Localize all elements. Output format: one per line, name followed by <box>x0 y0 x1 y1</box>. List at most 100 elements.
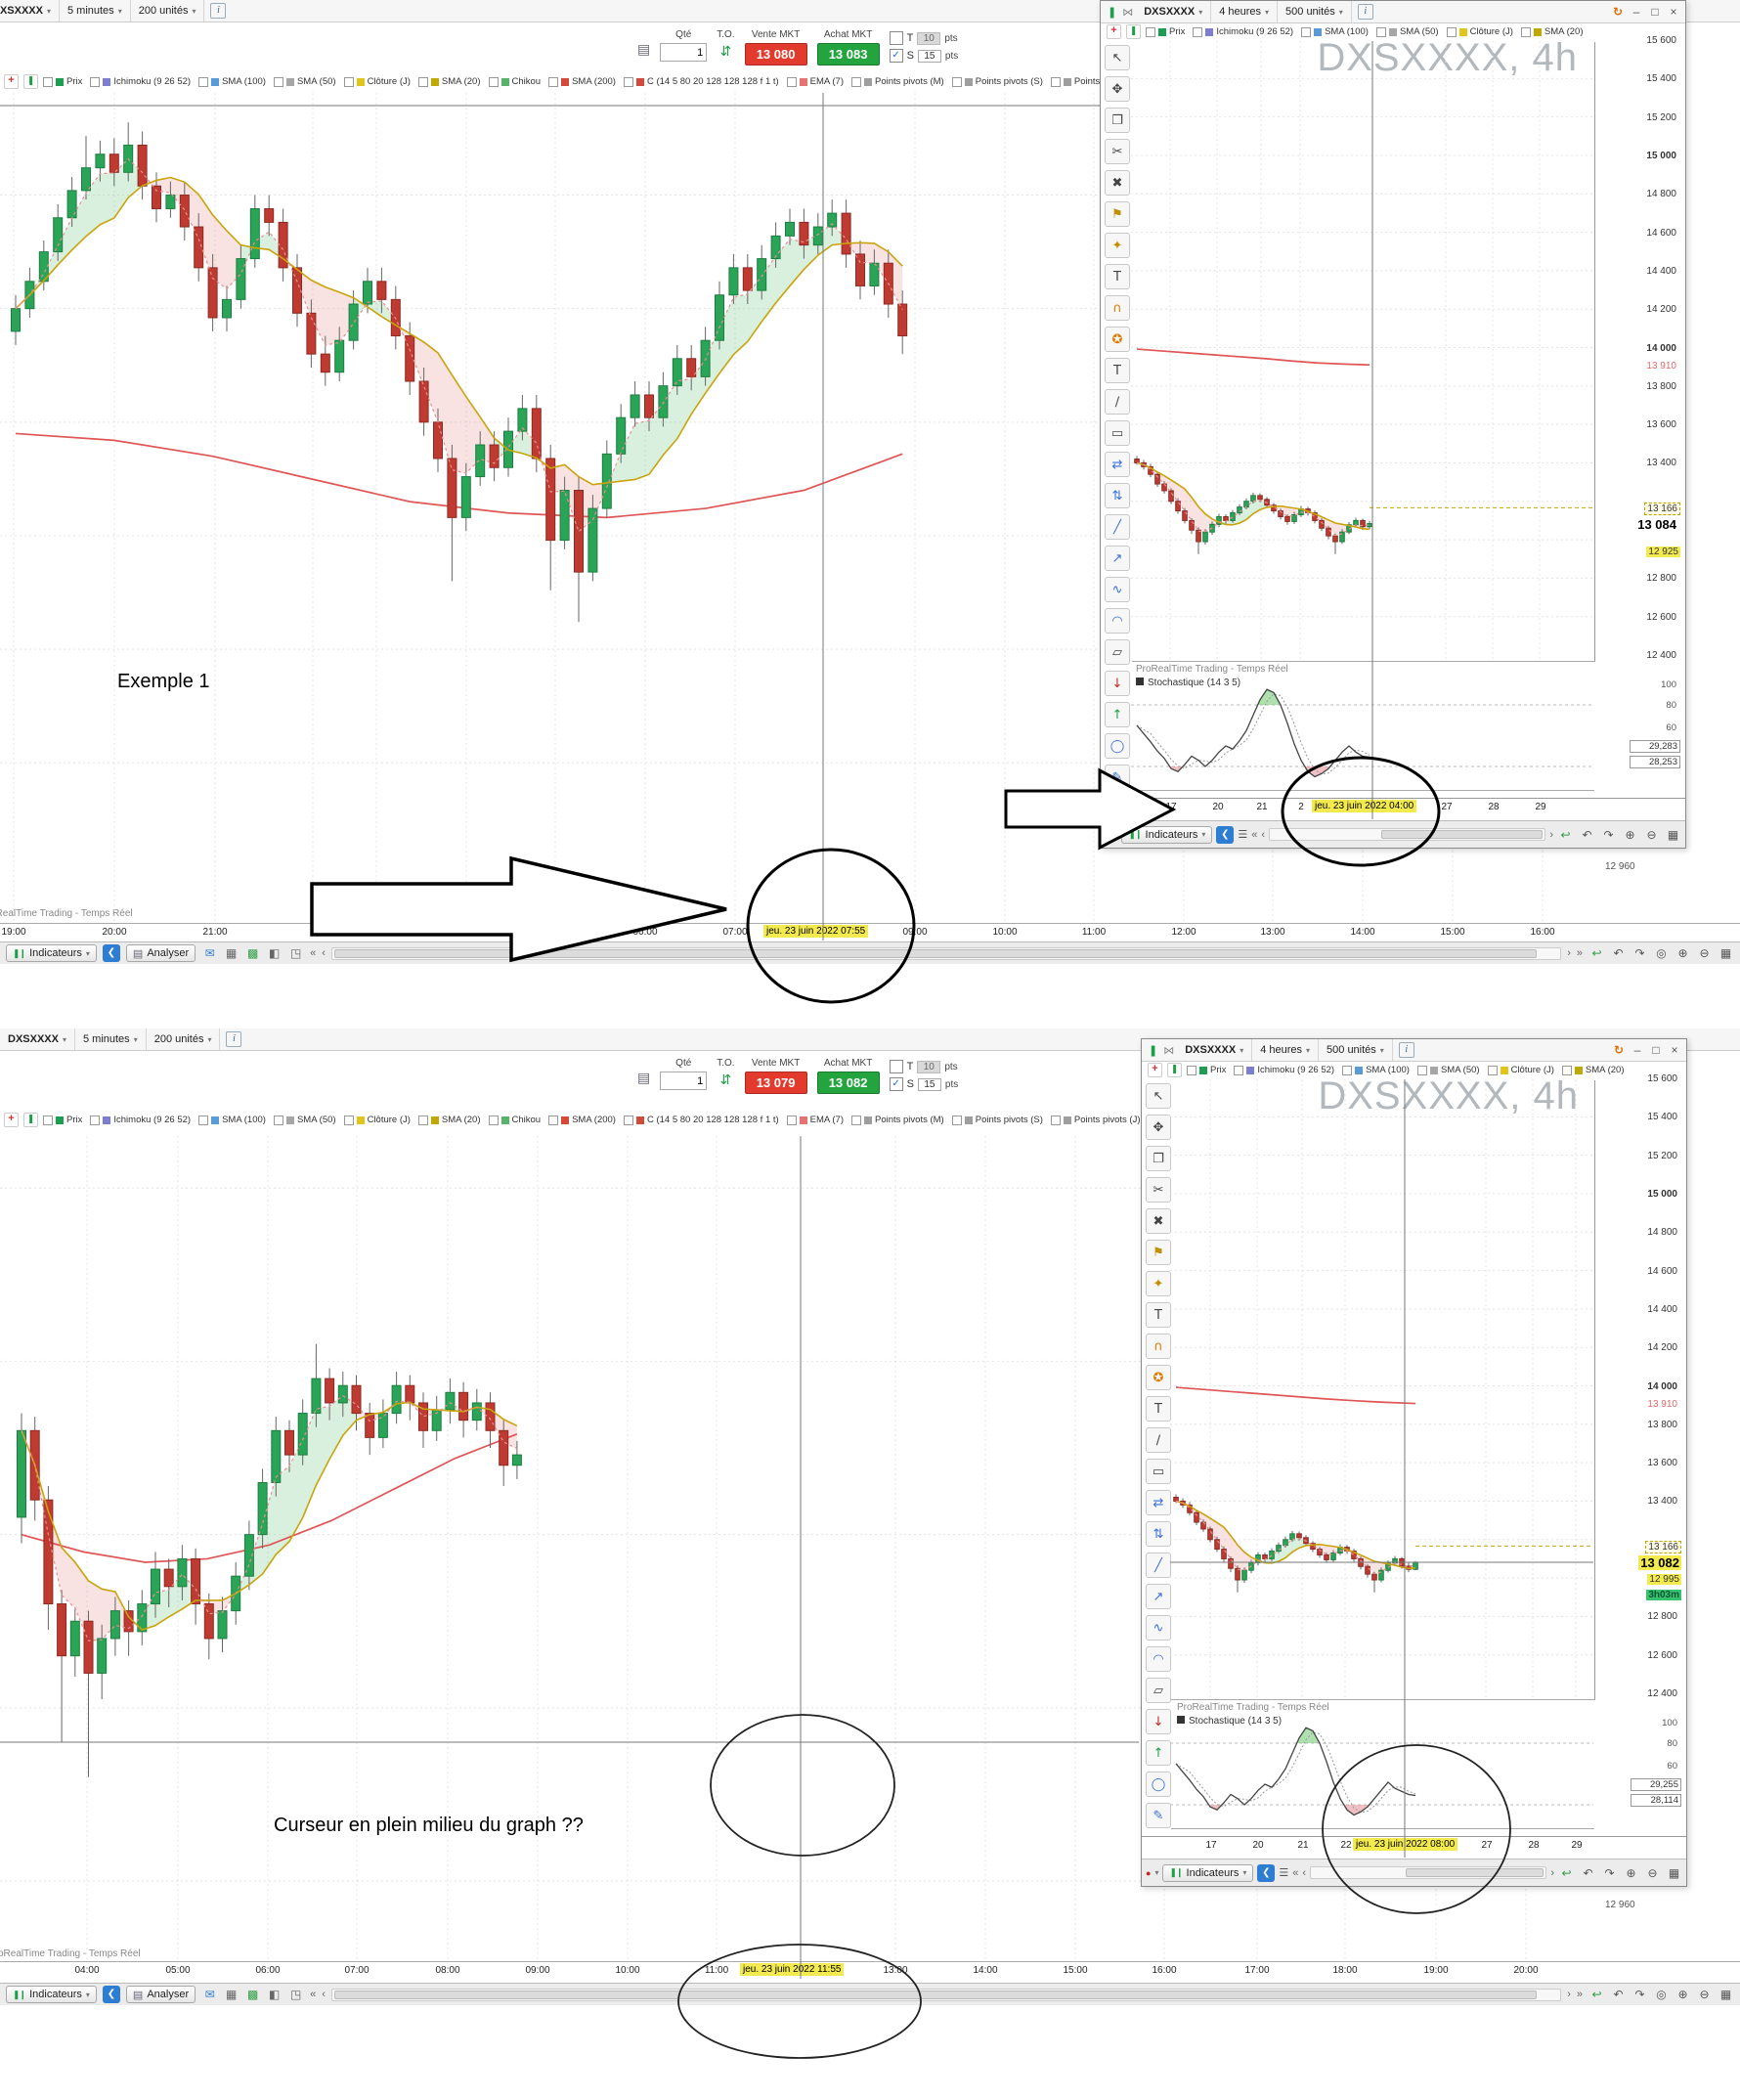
cursor-tool-icon[interactable]: ↖ <box>1105 45 1130 70</box>
text-tool-icon[interactable]: T <box>1146 1396 1171 1422</box>
legend-item[interactable]: EMA (7) <box>786 76 844 87</box>
lasso-tool-icon[interactable]: ◯ <box>1146 1772 1171 1797</box>
scroll-left-icon[interactable]: ‹ <box>322 947 326 959</box>
legend-item[interactable]: Points pivots (M) <box>850 1115 944 1125</box>
mosaic-icon[interactable]: ▦ <box>225 946 238 960</box>
checkbox-icon[interactable] <box>1375 26 1386 37</box>
checkbox-icon[interactable] <box>1050 76 1061 87</box>
legend-item[interactable]: Chikou <box>488 76 541 87</box>
checkbox-icon[interactable] <box>343 76 354 87</box>
legend-item[interactable]: EMA (7) <box>786 1115 844 1125</box>
mosaic-icon[interactable]: ▦ <box>225 1988 238 2001</box>
checkbox-icon[interactable] <box>417 1115 428 1125</box>
add-indicator-icon[interactable]: + <box>4 1113 19 1127</box>
legend-item[interactable]: SMA (20) <box>417 1115 481 1125</box>
magnet-tool-icon[interactable]: ∩ <box>1146 1334 1171 1359</box>
zoom-reset-icon[interactable]: ◎ <box>1656 1988 1667 2001</box>
indicators-button[interactable]: ❚❙ Indicateurs ▾ <box>1162 1863 1254 1882</box>
checkbox-icon[interactable] <box>198 1115 209 1125</box>
sell-arrow-tool-icon[interactable]: ↓ <box>1146 1709 1171 1734</box>
checkbox-icon[interactable] <box>1342 1065 1353 1075</box>
chart-type-icon[interactable]: ❚ <box>1108 5 1117 19</box>
scroll-right-icon[interactable]: › <box>1549 828 1553 841</box>
flash-tool-icon[interactable]: ✦ <box>1105 233 1130 258</box>
legend-item[interactable]: Ichimoku (9 26 52) <box>90 1115 191 1125</box>
h-scrollbar[interactable] <box>1310 1866 1547 1879</box>
checkbox-icon[interactable] <box>786 76 797 87</box>
scroll-far-left-icon[interactable]: « <box>1251 828 1258 841</box>
plot-area[interactable] <box>1132 42 1595 662</box>
checkbox-icon[interactable] <box>273 76 283 87</box>
info-icon[interactable]: i <box>1398 1042 1414 1058</box>
checkbox-icon[interactable] <box>1301 26 1312 37</box>
print-icon[interactable]: ▤ <box>637 1070 651 1085</box>
analyze-button[interactable]: ▤ Analyser <box>125 1986 196 2003</box>
ruler-tool-icon[interactable]: ∕ <box>1146 1427 1171 1453</box>
list-icon[interactable]: ☰ <box>1238 829 1248 841</box>
redo-icon[interactable]: ↷ <box>1634 946 1645 960</box>
checkbox-icon[interactable] <box>850 76 861 87</box>
timeframe-selector[interactable]: 5 minutes ▾ <box>75 1028 147 1050</box>
add-indicator-icon[interactable]: + <box>1107 24 1121 39</box>
scrollbar-thumb[interactable] <box>1405 1868 1544 1877</box>
wave-tool-icon[interactable]: ∿ <box>1146 1615 1171 1641</box>
arrow-tool-icon[interactable]: ↗ <box>1105 546 1130 571</box>
legend-item[interactable]: Ichimoku (9 26 52) <box>1234 1065 1334 1075</box>
scroll-far-right-icon[interactable]: » <box>1576 1989 1583 2000</box>
legend-item[interactable]: Clôture (J) <box>1446 26 1513 37</box>
grid-options-icon[interactable]: ▦ <box>1719 1988 1732 2001</box>
print-icon[interactable]: ▤ <box>637 41 651 57</box>
undo-icon[interactable]: ↶ <box>1613 1988 1624 2001</box>
symbol-selector[interactable]: DXSXXXX▾ <box>0 0 60 22</box>
link-icon[interactable]: ⋈ <box>1163 1043 1175 1057</box>
legend-item[interactable]: Ichimoku (9 26 52) <box>90 76 191 87</box>
pencil-tool-icon[interactable]: ✎ <box>1146 1803 1171 1828</box>
symbol-selector[interactable]: DXSXXXX▾ <box>0 1028 75 1050</box>
green-grid-icon[interactable]: ▩ <box>246 946 259 960</box>
eraser-tool-icon[interactable]: ▱ <box>1146 1678 1171 1703</box>
zoom-in-icon[interactable]: ⊕ <box>1677 1988 1688 2001</box>
buy-arrow-tool-icon[interactable]: ↑ <box>1146 1740 1171 1766</box>
units-selector[interactable]: 500 unités ▾ <box>1278 1 1352 22</box>
back-icon[interactable]: ↩ <box>1591 946 1602 960</box>
checkbox-icon[interactable] <box>548 76 559 87</box>
duplicate-tool-icon[interactable]: ❐ <box>1105 108 1130 133</box>
checkbox-icon[interactable] <box>90 76 101 87</box>
close-icon[interactable]: × <box>1671 1043 1678 1057</box>
zoom-in-icon[interactable]: ⊕ <box>1625 827 1635 842</box>
scroll-far-right-icon[interactable]: » <box>1576 947 1583 959</box>
quantity-input[interactable] <box>660 1072 708 1090</box>
checkbox-icon[interactable] <box>90 1115 101 1125</box>
minimize-icon[interactable]: – <box>1633 1043 1641 1057</box>
alert-icon[interactable]: ● <box>1105 829 1110 840</box>
chart-style-icon[interactable]: ❚ <box>1126 24 1141 39</box>
checkbox-icon[interactable] <box>1187 1065 1196 1075</box>
checkbox-icon[interactable] <box>951 1115 962 1125</box>
textbox-tool-icon[interactable]: T <box>1146 1302 1171 1328</box>
checkbox-icon[interactable] <box>43 1115 53 1125</box>
target-value[interactable]: 10 <box>917 1060 941 1073</box>
trailing-order-icon[interactable]: ⇵ <box>719 43 732 59</box>
grid-options-icon[interactable]: ▦ <box>1719 946 1732 960</box>
stop-checkbox[interactable]: ✓ <box>889 1077 903 1091</box>
scrollbar-thumb[interactable] <box>1381 830 1544 839</box>
checkbox-icon[interactable] <box>1416 1065 1427 1075</box>
arc-tool-icon[interactable]: ◠ <box>1105 608 1130 634</box>
checkbox-icon[interactable] <box>1050 1115 1061 1125</box>
legend-item[interactable]: SMA (100) <box>1301 26 1369 37</box>
checkbox-icon[interactable] <box>1234 1065 1244 1075</box>
split-view-icon[interactable]: ◧ <box>268 946 281 960</box>
delete-tool-icon[interactable]: ✖ <box>1105 170 1130 196</box>
back-icon[interactable]: ↩ <box>1560 827 1571 842</box>
checkbox-icon[interactable] <box>1446 26 1457 37</box>
add-indicator-icon[interactable]: + <box>1148 1063 1162 1077</box>
pencil-tool-icon[interactable]: ✎ <box>1105 765 1130 790</box>
share-icon[interactable]: ❮ <box>1257 1863 1276 1882</box>
timeframe-selector[interactable]: 5 minutes ▾ <box>60 0 131 22</box>
checkbox-icon[interactable] <box>273 1115 283 1125</box>
buy-market-button[interactable]: 13 082 <box>816 1072 880 1094</box>
trailing-order-icon[interactable]: ⇵ <box>719 1072 732 1087</box>
checkbox-icon[interactable] <box>43 76 53 87</box>
legend-item[interactable]: SMA (20) <box>1561 1065 1625 1075</box>
legend-item[interactable]: Prix <box>43 1115 82 1125</box>
